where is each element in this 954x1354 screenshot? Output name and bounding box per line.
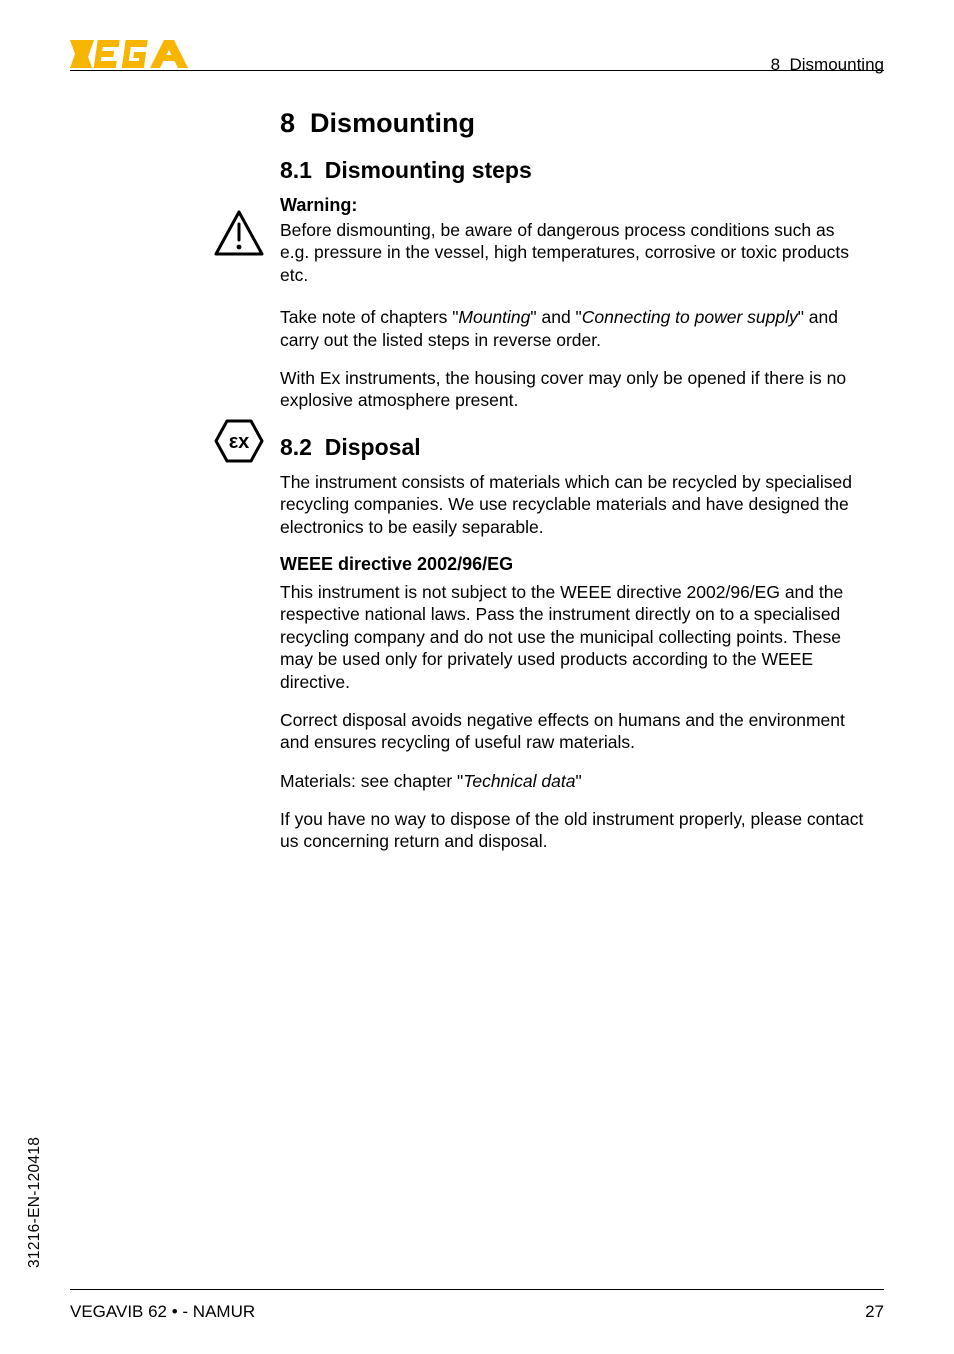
section-8-2-num: 8.2 bbox=[280, 434, 312, 460]
p-text: Take note of chapters " bbox=[280, 307, 458, 327]
p-ital-1: Mounting bbox=[458, 307, 530, 327]
disposal-p3: Correct disposal avoids negative effects… bbox=[280, 709, 868, 754]
header-chapter-num: 8 bbox=[771, 55, 780, 74]
warning-triangle-icon bbox=[214, 210, 264, 261]
section-8-1-num: 8.1 bbox=[280, 157, 312, 183]
p-text: Materials: see chapter " bbox=[280, 771, 463, 791]
disposal-p4: Materials: see chapter "Technical data" bbox=[280, 770, 868, 792]
header-rule bbox=[70, 70, 884, 71]
section-8-2-heading: 8.2 Disposal bbox=[280, 434, 868, 461]
svg-text:εx: εx bbox=[229, 431, 250, 453]
disposal-p5: If you have no way to dispose of the old… bbox=[280, 808, 868, 853]
footer-left: VEGAVIB 62 • - NAMUR bbox=[70, 1302, 255, 1322]
disposal-p2: This instrument is not subject to the WE… bbox=[280, 581, 868, 693]
weee-heading: WEEE directive 2002/96/EG bbox=[280, 554, 868, 575]
warning-block: Warning: Before dismounting, be aware of… bbox=[280, 194, 868, 286]
p-text: " and " bbox=[530, 307, 581, 327]
warning-label: Warning: bbox=[280, 194, 868, 217]
ex-paragraph: With Ex instruments, the housing cover m… bbox=[280, 367, 868, 412]
header-breadcrumb: 8 Dismounting bbox=[771, 55, 884, 75]
chapter-num: 8 bbox=[280, 108, 295, 138]
header-chapter-label: Dismounting bbox=[790, 55, 885, 74]
footer-rule bbox=[70, 1289, 884, 1290]
chapter-heading: 8 Dismounting bbox=[280, 108, 868, 139]
ex-hex-icon: εx bbox=[214, 418, 264, 469]
p-text: " bbox=[575, 771, 581, 791]
doc-id-vertical: 31216-EN-120418 bbox=[26, 1137, 44, 1268]
chapter-title: Dismounting bbox=[310, 108, 475, 138]
section-8-2-title: Disposal bbox=[325, 434, 421, 460]
warning-body: Before dismounting, be aware of dangerou… bbox=[280, 220, 849, 285]
content-column: 8 Dismounting 8.1 Dismounting steps Warn… bbox=[280, 108, 868, 869]
mounting-ref-paragraph: Take note of chapters "Mounting" and "Co… bbox=[280, 306, 868, 351]
page-footer: VEGAVIB 62 • - NAMUR 27 bbox=[70, 1302, 884, 1322]
page: 8 Dismounting 8 Dismounting 8.1 Dismount… bbox=[0, 0, 954, 1354]
p-ital-2: Connecting to power supply bbox=[582, 307, 798, 327]
section-8-1-title: Dismounting steps bbox=[325, 157, 532, 183]
section-8-1-heading: 8.1 Dismounting steps bbox=[280, 157, 868, 184]
p-ital: Technical data bbox=[463, 771, 575, 791]
disposal-p1: The instrument consists of materials whi… bbox=[280, 471, 868, 538]
footer-page-number: 27 bbox=[865, 1302, 884, 1322]
